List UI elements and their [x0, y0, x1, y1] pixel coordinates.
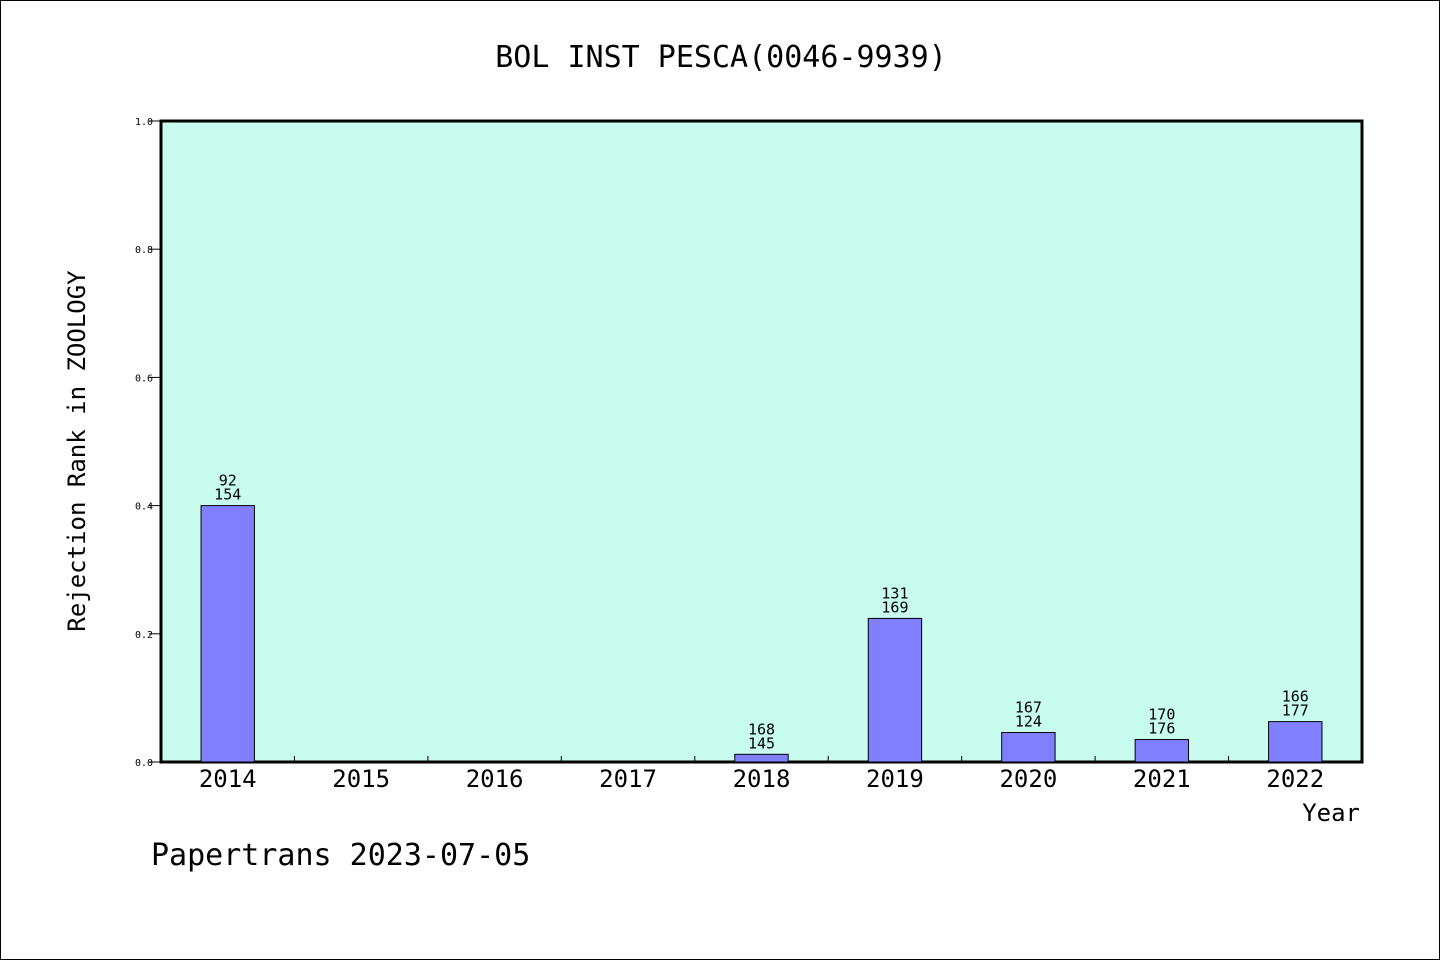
x-tick-label: 2018 — [733, 765, 791, 793]
y-tick-label: 0.6 — [135, 373, 153, 384]
x-tick-label: 2017 — [599, 765, 657, 793]
bar-2022 — [1268, 721, 1323, 763]
data-label-top: 170 — [1148, 706, 1175, 724]
y-axis-title: Rejection Rank in ZOOLOGY — [63, 270, 91, 632]
x-tick-label: 2020 — [999, 765, 1057, 793]
x-tick-label: 2016 — [466, 765, 524, 793]
bar-2021 — [1134, 739, 1190, 763]
plot-area — [159, 119, 1364, 764]
data-label-top: 131 — [881, 584, 908, 602]
footer-credit: Papertrans 2023-07-05 — [151, 838, 530, 873]
data-label-bottom: 176 — [1148, 720, 1175, 738]
data-label-bottom: 177 — [1282, 702, 1309, 720]
x-tick-label: 2021 — [1133, 765, 1191, 793]
data-label-top: 167 — [1015, 699, 1042, 717]
data-label-top: 92 — [219, 472, 237, 490]
x-tick-label: 2019 — [866, 765, 924, 793]
data-label-bottom: 154 — [214, 486, 241, 504]
x-axis-title: Year — [1302, 799, 1360, 827]
bars — [200, 505, 1323, 763]
x-tick-label: 2014 — [199, 765, 257, 793]
x-tick-label: 2015 — [332, 765, 390, 793]
y-axis: 0.0 0.2 0.4 0.6 0.8 1.0 — [135, 117, 161, 769]
x-axis: 2014 2015 2016 2017 2018 2019 2020 2021 2022 — [199, 756, 1324, 793]
y-tick-label: 0.4 — [135, 502, 153, 513]
data-label-bottom: 169 — [881, 598, 908, 616]
bar-2019 — [867, 617, 923, 763]
data-label-top: 166 — [1282, 688, 1309, 706]
y-tick-label: 0.2 — [135, 630, 153, 641]
bar-2018 — [734, 753, 789, 763]
y-tick-label: 1.0 — [135, 117, 153, 128]
chart-title: BOL INST PESCA(0046-9939) — [495, 40, 947, 75]
bar-2020 — [1001, 732, 1056, 763]
data-label-top: 168 — [748, 720, 775, 738]
bar-2014 — [200, 505, 255, 763]
data-label-bottom: 124 — [1015, 713, 1042, 731]
x-tick-label: 2022 — [1266, 765, 1324, 793]
data-label-bottom: 145 — [748, 734, 775, 752]
y-tick-label: 0.8 — [135, 245, 153, 256]
y-tick-label: 0.0 — [135, 758, 153, 769]
